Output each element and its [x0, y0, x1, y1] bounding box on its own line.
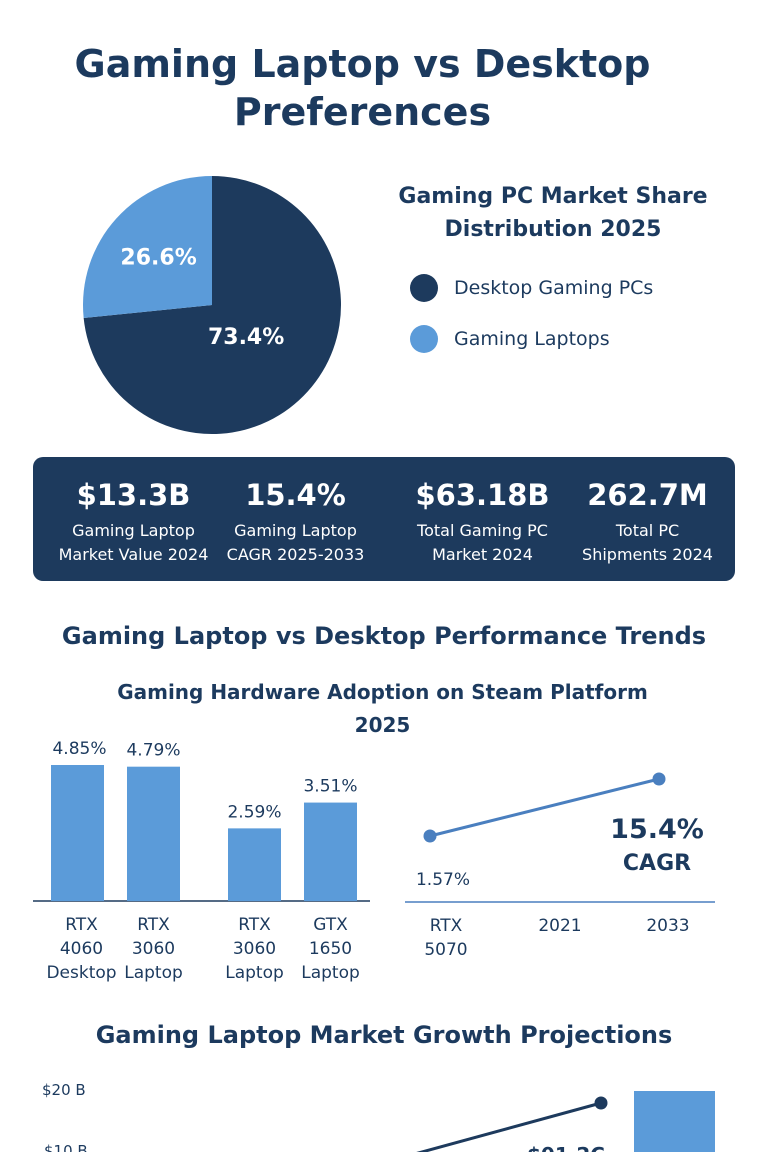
stat-value: 262.7M	[587, 478, 708, 512]
legend-label-desktop: Desktop Gaming PCs	[454, 277, 654, 299]
cagr-line-chart: 1.57% 15.4% CAGR RTX 5070 2021 2033	[405, 772, 715, 960]
pie-slice-laptop	[83, 176, 212, 318]
bar-category-label: RTX	[65, 915, 98, 935]
stat-label-line: Shipments 2024	[582, 545, 713, 564]
bar-category-label: RTX	[137, 915, 170, 935]
cagr-value-label: 15.4%	[610, 814, 704, 845]
steam-adoption-bar-chart: 4.85% RTX 4060 Desktop 4.79% RTX 3060 Laptop 2.5…	[33, 739, 370, 983]
stat-label-line: Total Gaming PC	[417, 521, 548, 540]
line-point	[652, 772, 666, 786]
growth-bar	[634, 1091, 715, 1152]
stat-label-line: Market Value 2024	[58, 545, 209, 564]
bar-category-label: RTX	[238, 915, 271, 935]
bar-value-label: 4.79%	[126, 741, 180, 761]
stat-total-gaming-pc-market: $63.18B Total Gaming PC Market 2024	[395, 457, 570, 581]
bar-value-label: 2.59%	[227, 802, 281, 822]
stat-laptop-cagr: 15.4% Gaming Laptop CAGR 2025-2033	[208, 457, 383, 581]
stat-label-line: CAGR 2025-2033	[226, 545, 365, 564]
stat-laptop-market-value: $13.3B Gaming Laptop Market Value 2024	[46, 457, 221, 581]
stat-value: 15.4%	[245, 478, 346, 512]
stat-label: Total Gaming PC Market 2024	[395, 519, 570, 567]
bar-value-label: 3.51%	[303, 777, 357, 797]
bar-category-label: Laptop	[301, 963, 360, 983]
trend-line	[429, 777, 660, 838]
stat-label: Total PC Shipments 2024	[560, 519, 735, 567]
y-tick-label: $20 B	[42, 1081, 86, 1099]
bar-category-label: Desktop	[46, 963, 116, 983]
legend-swatch-laptop	[410, 325, 438, 353]
pie-slice-label: 73.4%	[208, 325, 284, 350]
growth-line	[416, 1101, 602, 1152]
y-tick-label: $10 B	[44, 1142, 88, 1152]
bar-value-label: 4.85%	[52, 739, 106, 759]
pie-slice-desktop	[83, 176, 342, 434]
bar	[127, 766, 180, 901]
legend-label-laptop: Gaming Laptops	[454, 328, 610, 350]
stat-label-line: Total PC	[615, 521, 680, 540]
bar-category-label: Laptop	[124, 963, 183, 983]
legend-item-desktop: Desktop Gaming PCs	[410, 273, 653, 303]
growth-value-label: $01.2C	[527, 1143, 605, 1152]
bar-category-label: 1650	[309, 939, 352, 959]
bar-category-label: 4060	[60, 939, 103, 959]
bar-category-label: 3060	[132, 939, 175, 959]
stat-value: $13.3B	[76, 478, 191, 512]
bar	[51, 765, 104, 901]
bar-chart-title: Gaming Hardware Adoption on Steam Platfo…	[117, 680, 648, 737]
stat-total-pc-shipments: 262.7M Total PC Shipments 2024	[560, 457, 735, 581]
bar	[228, 828, 281, 901]
line-category-label: 5070	[424, 940, 467, 960]
stat-label-line: Gaming Laptop	[72, 521, 195, 540]
stat-label-line: Market 2024	[432, 545, 533, 564]
line-category-label: 2021	[538, 916, 581, 936]
stat-value: $63.18B	[415, 478, 550, 512]
pie-slice-label: 26.6%	[120, 246, 196, 271]
pie-chart-title: Gaming PC Market Share Distribution 2025	[398, 184, 708, 242]
bar-category-label: 3060	[233, 939, 276, 959]
legend-swatch-desktop	[410, 274, 438, 302]
growth-projection-chart: $20 B $10 B $01.2C	[42, 1081, 715, 1152]
page-title: Gaming Laptop vs Desktop Preferences	[74, 42, 651, 134]
bar	[304, 802, 357, 901]
line-category-label: RTX	[430, 916, 463, 936]
bar-category-label: GTX	[313, 915, 348, 935]
growth-point	[594, 1096, 608, 1110]
stat-label: Gaming Laptop Market Value 2024	[46, 519, 221, 567]
legend-item-laptop: Gaming Laptops	[410, 324, 610, 354]
line-start-label: 1.57%	[416, 870, 470, 890]
stat-label: Gaming Laptop CAGR 2025-2033	[208, 519, 383, 567]
stat-label-line: Gaming Laptop	[234, 521, 357, 540]
growth-section-title: Gaming Laptop Market Growth Projections	[95, 1021, 673, 1049]
stats-band: $13.3B Gaming Laptop Market Value 2024 1…	[33, 457, 735, 581]
market-share-pie-chart: 73.4% 26.6%	[83, 176, 342, 434]
performance-section-title: Gaming Laptop vs Desktop Performance Tre…	[61, 622, 707, 650]
line-point	[423, 829, 437, 843]
cagr-text-label: CAGR	[623, 851, 691, 876]
line-category-label: 2033	[646, 916, 689, 936]
bar-category-label: Laptop	[225, 963, 284, 983]
